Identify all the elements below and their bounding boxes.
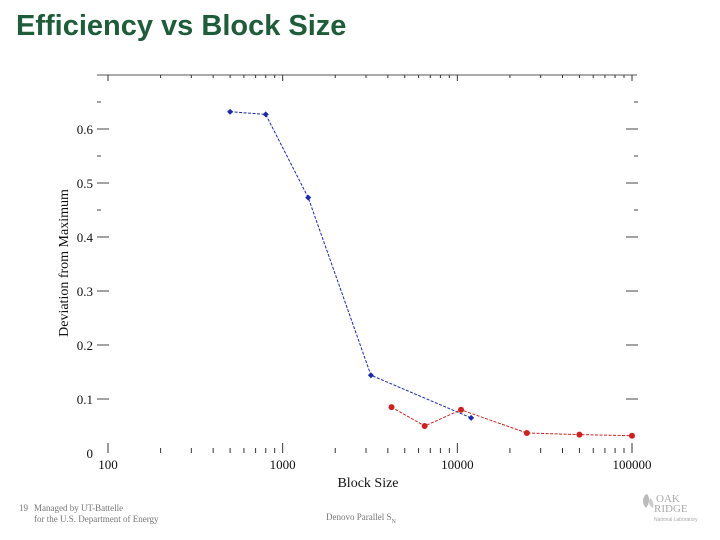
footer-center-main: Denovo Parallel S bbox=[326, 512, 392, 522]
logo-text-line3: National Laboratory bbox=[654, 517, 698, 523]
y-tick-label: 0.4 bbox=[77, 230, 94, 245]
slide-title: Efficiency vs Block Size bbox=[16, 10, 347, 42]
y-axis-ticks-left bbox=[97, 101, 109, 400]
logo-text-line1: OAK bbox=[656, 493, 680, 505]
series-2-line bbox=[391, 406, 633, 437]
y-tick-label: 0.5 bbox=[77, 176, 93, 191]
x-tick-label: 1000 bbox=[270, 457, 296, 472]
y-axis-ticks-right bbox=[626, 101, 638, 400]
logo-text-line2: RIDGE bbox=[654, 503, 688, 515]
series-2-point bbox=[576, 431, 583, 438]
y-tick-label: 0.2 bbox=[77, 338, 93, 353]
series-2 bbox=[388, 404, 635, 439]
series-2-point bbox=[629, 432, 635, 439]
series-1 bbox=[227, 108, 475, 421]
x-axis-tick-labels: 100 1000 10000 100000 bbox=[98, 457, 651, 472]
footer-org-line1: Managed by UT-Battelle bbox=[34, 503, 124, 513]
series-2-point bbox=[421, 423, 428, 429]
series-1-point bbox=[305, 194, 312, 201]
x-tick-label: 100 bbox=[98, 457, 118, 472]
y-tick-label: 0 bbox=[87, 446, 94, 461]
series-2-point bbox=[458, 406, 465, 413]
footer-center-subscript: N bbox=[391, 518, 396, 525]
oak-leaf-icon bbox=[643, 494, 654, 508]
slide-number: 19 bbox=[19, 503, 28, 513]
footer-center-text: Denovo Parallel SN bbox=[326, 512, 396, 525]
y-tick-label: 0.3 bbox=[77, 284, 93, 299]
series-1-point bbox=[227, 108, 234, 115]
series-1-point bbox=[367, 372, 374, 379]
series-1-line bbox=[230, 111, 472, 419]
footer-organization: Managed by UT-Battelle for the U.S. Depa… bbox=[34, 503, 159, 525]
x-tick-label: 100000 bbox=[613, 457, 652, 472]
oak-ridge-logo: OAK RIDGE National Laboratory bbox=[643, 493, 698, 523]
series-1-point bbox=[262, 111, 269, 118]
y-axis-tick-labels: 0 0.1 0.2 0.3 0.4 0.5 0.6 bbox=[77, 122, 94, 461]
series-2-point bbox=[388, 404, 395, 411]
x-tick-label: 10000 bbox=[441, 457, 474, 472]
y-tick-label: 0.6 bbox=[77, 122, 94, 137]
series-layer bbox=[227, 108, 635, 439]
series-2-point bbox=[523, 430, 530, 437]
footer-org-line2: for the U.S. Department of Energy bbox=[34, 514, 159, 524]
y-axis-label: Deviation from Maximum bbox=[57, 189, 72, 337]
y-tick-label: 0.1 bbox=[77, 392, 93, 407]
series-1-point bbox=[468, 414, 475, 421]
x-axis-label: Block Size bbox=[337, 476, 398, 491]
x-axis-ticks bbox=[107, 75, 633, 453]
